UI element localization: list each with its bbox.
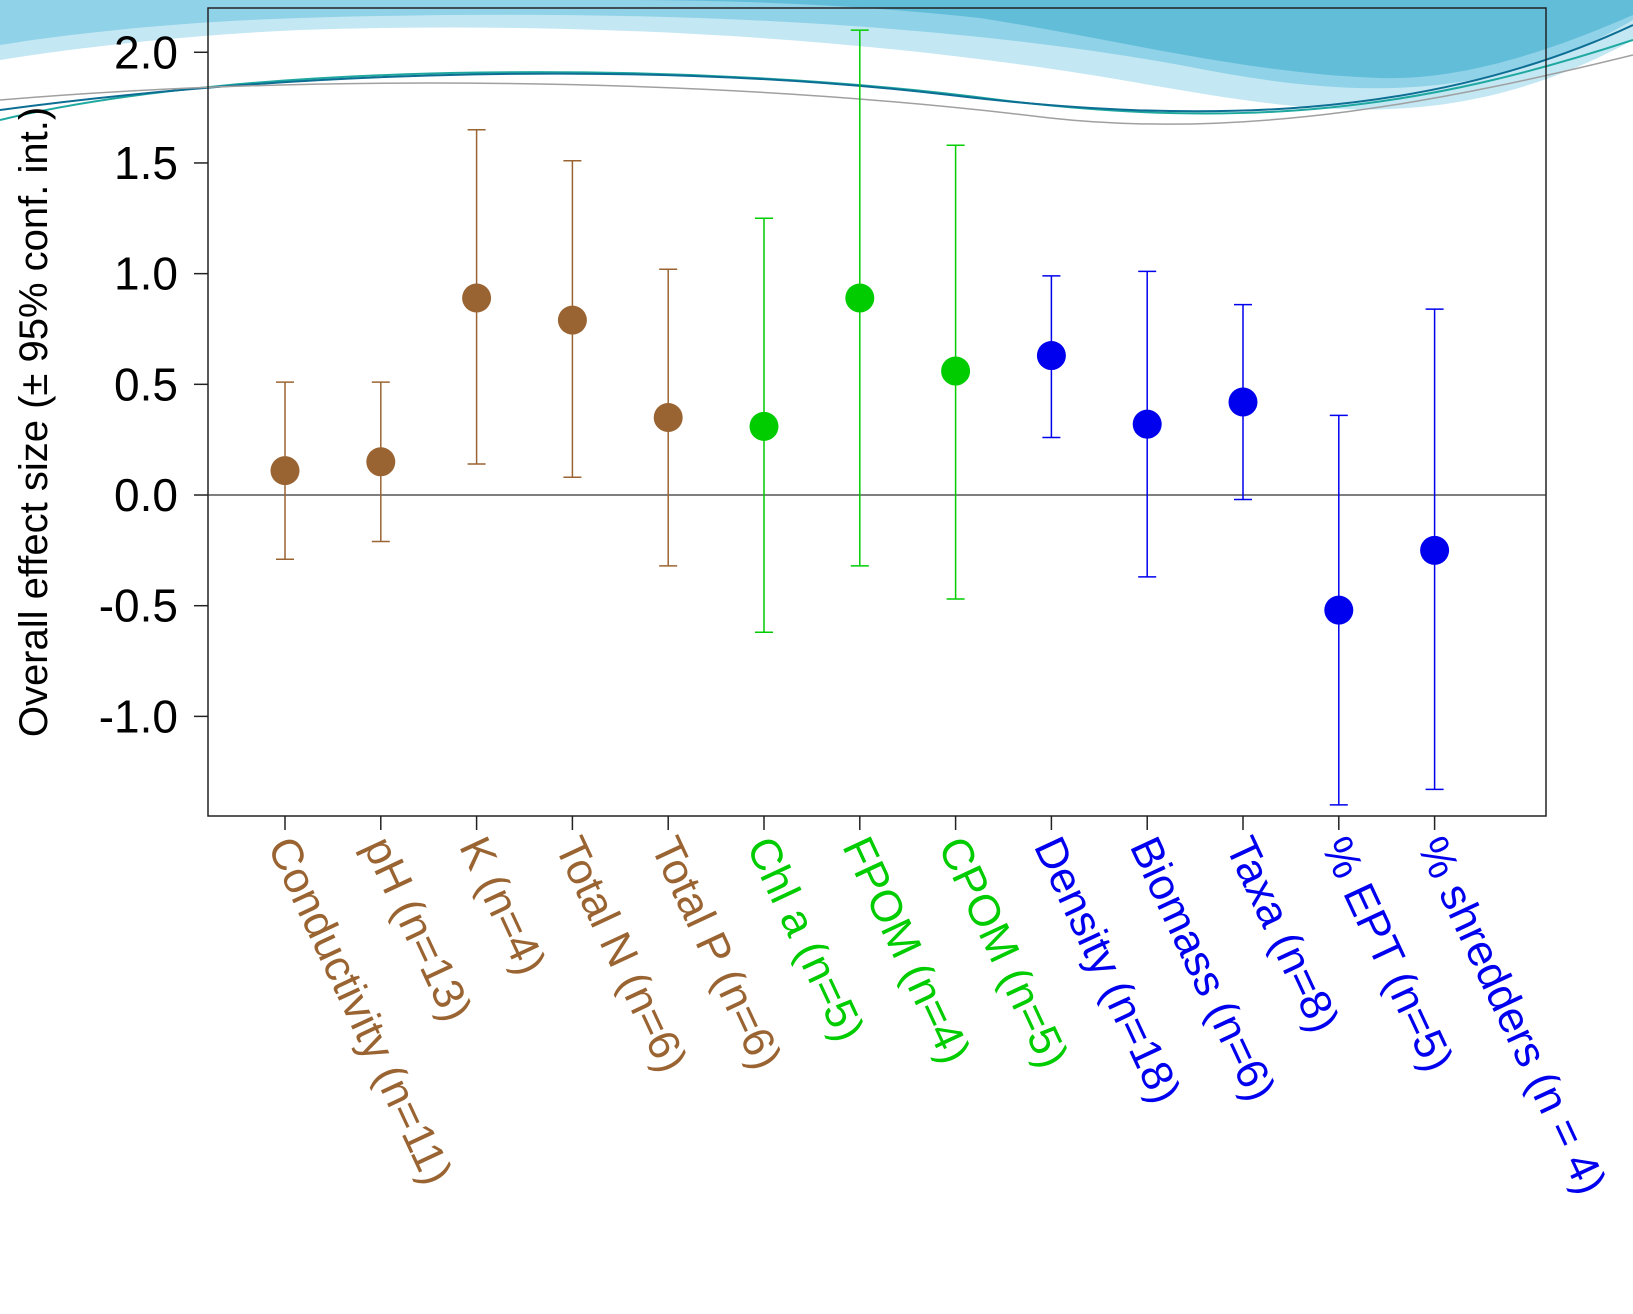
data-point-group: [462, 129, 492, 465]
data-point-group: [1132, 270, 1162, 578]
background-waves: [0, 0, 1633, 125]
x-axis: Conductivity (n=11)pH (n=13)K (n=4)Total…: [258, 816, 1616, 1202]
x-category-label: K (n=4): [450, 830, 556, 983]
data-marks: [270, 29, 1450, 806]
effect-size-point: [462, 283, 492, 313]
y-tick-label: 2.0: [114, 26, 178, 78]
y-tick-label: 1.0: [114, 248, 178, 300]
data-point-group: [653, 268, 683, 567]
y-tick-label: 1.5: [114, 137, 178, 189]
data-point-group: [270, 381, 300, 560]
effect-size-point: [1420, 535, 1450, 565]
data-point-group: [845, 29, 875, 567]
wave-line-2: [0, 24, 1633, 113]
data-point-group: [366, 381, 396, 543]
y-axis-label: Overall effect size (± 95% conf. int.): [12, 107, 56, 737]
y-tick-label: 0.0: [114, 469, 178, 521]
data-point-group: [1036, 275, 1066, 439]
wave-line-3: [0, 54, 1633, 125]
effect-size-point: [941, 356, 971, 386]
effect-size-point: [557, 305, 587, 335]
effect-size-point: [845, 283, 875, 313]
effect-size-point: [653, 403, 683, 433]
data-point-group: [557, 159, 587, 479]
data-point-group: [1228, 303, 1258, 501]
effect-size-point: [270, 456, 300, 486]
effect-size-point: [1036, 341, 1066, 371]
effect-size-point: [1228, 387, 1258, 417]
effect-size-point: [366, 447, 396, 477]
y-tick-label: -0.5: [99, 580, 178, 632]
data-point-group: [749, 217, 779, 634]
plot-frame: [207, 7, 1547, 817]
data-point-group: [1324, 414, 1354, 806]
data-point-group: [1420, 308, 1450, 791]
y-tick-label: 0.5: [114, 358, 178, 410]
effect-size-point: [1132, 409, 1162, 439]
y-tick-label: -1.0: [99, 690, 178, 742]
y-axis: 2.0 1.5 1.0 0.5 0.0 -0.5 -1.0: [99, 26, 208, 742]
effect-size-point: [749, 411, 779, 441]
effect-size-point: [1324, 595, 1354, 625]
data-point-group: [941, 144, 971, 600]
wave-line-1: [0, 39, 1633, 121]
wave-band-deep: [620, 0, 1633, 79]
